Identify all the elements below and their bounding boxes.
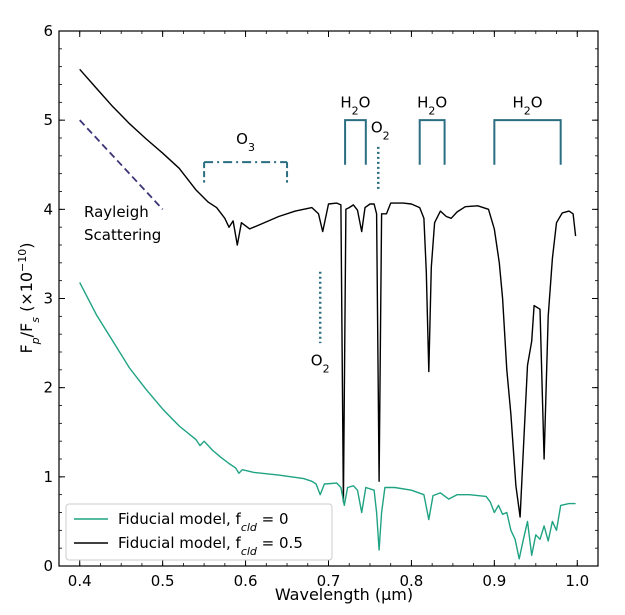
h2o-label-2: H2O <box>417 94 447 118</box>
o2-low-label: O2 <box>311 351 330 375</box>
x-tick-label: 1.0 <box>565 572 589 590</box>
rayleigh-label-line1: Rayleigh <box>84 203 149 221</box>
legend-label-fcld-05: Fiducial model, fcld = 0.5 <box>118 534 303 558</box>
axis-ticks: 0.4 0.5 0.6 0.7 0.8 0.9 1.0 0 1 2 3 4 5 6 <box>43 22 599 590</box>
y-tick-label: 5 <box>43 111 53 129</box>
y-tick-label: 0 <box>43 557 53 575</box>
y-tick-label: 1 <box>43 468 53 486</box>
plot-frame <box>58 30 599 567</box>
x-tick-label: 0.4 <box>68 572 92 590</box>
h2o-bracket-2 <box>418 119 446 165</box>
legend-label-fcld-0: Fiducial model, fcld = 0 <box>118 510 289 534</box>
x-tick-label: 0.5 <box>151 572 175 590</box>
o3-label: O3 <box>236 130 255 154</box>
legend-box <box>65 503 333 561</box>
x-tick-label: 0.6 <box>234 572 258 590</box>
h2o-bracket-3 <box>493 119 562 165</box>
h2o-bracket-1 <box>344 119 367 165</box>
x-tick-label: 0.9 <box>482 572 506 590</box>
x-tick-label: 0.7 <box>317 572 341 590</box>
y-tick-label: 6 <box>43 22 53 40</box>
h2o-label-3: H2O <box>512 94 542 118</box>
y-tick-label: 3 <box>43 290 53 308</box>
series-line-0 <box>79 68 577 518</box>
series-layer <box>79 68 577 560</box>
legend: Fiducial model, fcld = 0 Fiducial model,… <box>65 503 333 561</box>
o2-high-label: O2 <box>371 119 390 143</box>
rayleigh-label-line2: Scattering <box>84 226 161 244</box>
y-tick-label: 4 <box>43 200 53 218</box>
rayleigh-dashed-line <box>79 119 164 210</box>
h2o-label-1: H2O <box>340 94 370 118</box>
series-line-1 <box>79 282 576 560</box>
y-axis-label: Fp/Fs (×10−10) <box>16 242 42 353</box>
y-tick-label: 2 <box>43 379 53 397</box>
x-axis-label: Wavelength (μm) <box>275 585 413 604</box>
x-tick-label: 0.8 <box>399 572 423 590</box>
